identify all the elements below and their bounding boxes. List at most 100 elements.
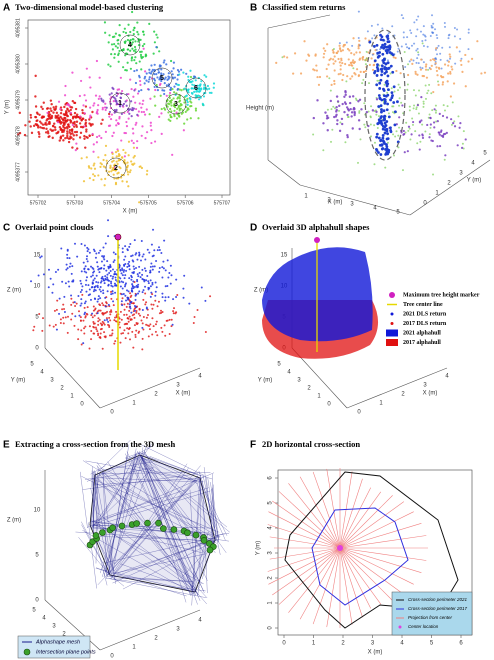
point xyxy=(132,33,135,36)
point xyxy=(349,107,352,111)
point xyxy=(123,264,126,267)
point xyxy=(379,153,383,156)
point xyxy=(335,51,338,54)
point xyxy=(83,244,86,247)
point xyxy=(325,67,328,71)
projection-ray xyxy=(339,547,382,605)
point xyxy=(405,43,408,46)
point xyxy=(422,25,425,28)
point xyxy=(163,324,166,327)
x-tick-label: 575707 xyxy=(214,200,231,206)
point xyxy=(101,323,104,326)
point xyxy=(83,270,86,273)
point xyxy=(136,92,140,95)
point xyxy=(339,72,342,75)
point xyxy=(160,77,163,81)
point xyxy=(370,57,373,60)
point xyxy=(64,316,67,319)
point xyxy=(131,47,134,50)
point xyxy=(379,38,383,42)
point xyxy=(440,67,443,70)
intersection-point xyxy=(92,532,100,539)
point xyxy=(107,323,110,326)
mesh-edge xyxy=(98,479,208,599)
point xyxy=(99,297,102,300)
point xyxy=(200,80,203,83)
projection-ray xyxy=(288,547,341,613)
point xyxy=(443,63,447,66)
intersection-point xyxy=(200,537,208,544)
mesh-edge xyxy=(139,456,198,484)
y-tick-label: 2 xyxy=(307,386,311,392)
point xyxy=(92,164,95,167)
point xyxy=(375,149,379,152)
z-tick-label: 5 xyxy=(35,553,39,559)
point xyxy=(426,123,429,127)
point xyxy=(108,93,111,96)
point xyxy=(96,265,99,268)
legend-label: 2021 DLS return xyxy=(403,311,447,317)
x-tick-label: 4 xyxy=(198,618,202,624)
point xyxy=(406,150,409,153)
point xyxy=(156,305,159,308)
point xyxy=(438,67,441,70)
point xyxy=(59,136,62,139)
point xyxy=(83,332,86,335)
point xyxy=(437,44,440,47)
point xyxy=(373,124,376,127)
point xyxy=(370,24,373,27)
point xyxy=(123,158,126,162)
point xyxy=(126,289,129,292)
point xyxy=(64,110,68,113)
point xyxy=(139,83,142,86)
point xyxy=(424,97,427,100)
intersection-point xyxy=(184,529,191,537)
point xyxy=(163,82,166,85)
point xyxy=(344,62,347,66)
point xyxy=(98,271,101,274)
point xyxy=(125,93,128,96)
point xyxy=(161,330,164,333)
point xyxy=(52,111,55,114)
point xyxy=(461,70,464,73)
point xyxy=(131,284,134,287)
cluster-ellipse xyxy=(109,92,131,114)
point xyxy=(124,294,127,297)
cluster-ellipse xyxy=(185,77,207,99)
point xyxy=(343,110,346,114)
point xyxy=(293,52,297,55)
point xyxy=(127,262,130,265)
point xyxy=(29,113,32,117)
point xyxy=(17,133,20,136)
point xyxy=(368,63,371,66)
point xyxy=(134,56,137,59)
point xyxy=(380,73,383,77)
point xyxy=(54,323,57,326)
point xyxy=(95,111,98,115)
z-tick-label: 10 xyxy=(34,284,41,290)
intersection-point xyxy=(155,519,162,527)
mesh-edge xyxy=(102,472,114,571)
point xyxy=(371,53,374,56)
point xyxy=(98,95,101,98)
point xyxy=(326,116,330,120)
point xyxy=(75,125,78,129)
point xyxy=(149,271,152,274)
point xyxy=(78,94,81,98)
point xyxy=(137,312,140,315)
point xyxy=(186,107,189,110)
point xyxy=(91,132,94,136)
point xyxy=(194,94,197,97)
x-tick-label: 3 xyxy=(423,383,427,389)
point xyxy=(352,95,355,98)
cluster-label: 2 xyxy=(114,165,118,172)
projection-ray xyxy=(326,468,341,549)
point xyxy=(173,76,177,79)
point xyxy=(64,119,67,122)
point xyxy=(434,57,437,60)
x-tick-label: 4 xyxy=(445,374,449,380)
point xyxy=(103,282,106,285)
point xyxy=(436,145,439,148)
point xyxy=(102,100,105,103)
point xyxy=(110,334,113,337)
